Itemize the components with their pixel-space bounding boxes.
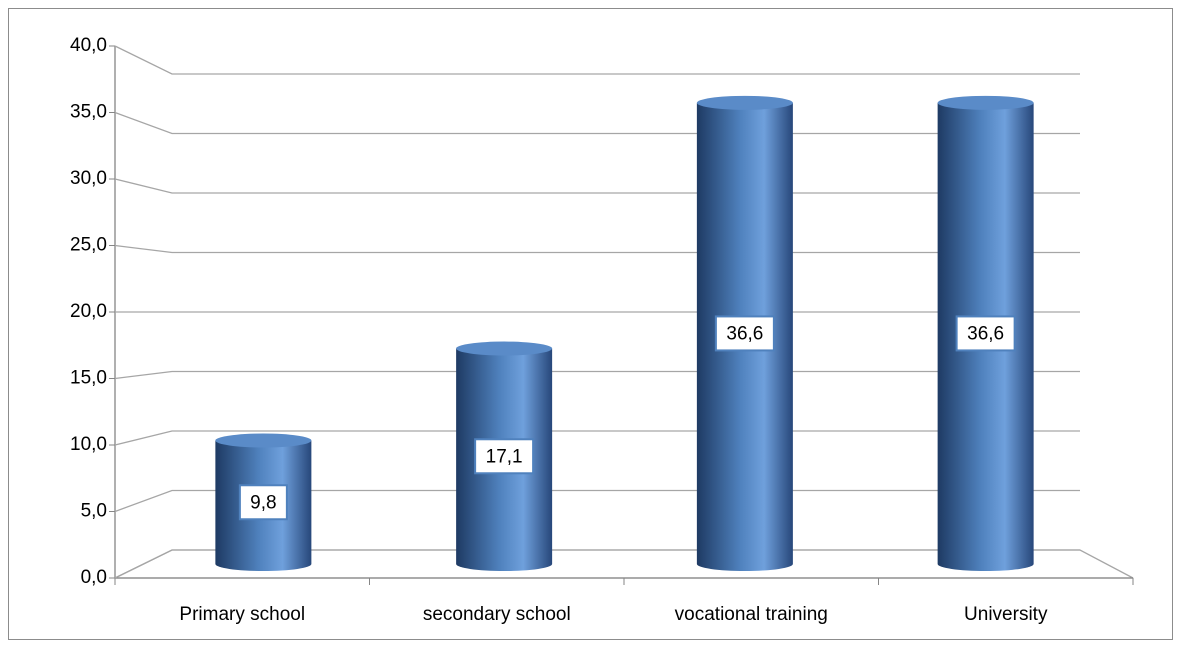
grid-line (114, 45, 1080, 75)
x-tick-label: University (964, 604, 1048, 625)
label-box (474, 438, 535, 475)
y-tick-label: 5,0 (81, 501, 107, 522)
y-tick-label: 15,0 (70, 368, 107, 389)
y-tick-label: 40,0 (70, 35, 107, 56)
y-tick-label: 10,0 (70, 434, 107, 455)
data-label: 36,6 (726, 323, 763, 344)
data-label: 36,6 (967, 323, 1004, 344)
bar-top (215, 433, 312, 448)
bar-top (456, 341, 553, 356)
label-box (955, 315, 1016, 352)
y-tick-label: 0,0 (81, 567, 107, 588)
x-tick-label: vocational training (675, 604, 828, 625)
bar-top (696, 95, 793, 110)
data-label: 9,8 (250, 492, 276, 513)
data-label: 17,1 (486, 446, 523, 467)
y-tick-label: 35,0 (70, 102, 107, 123)
y-tick-label: 30,0 (70, 168, 107, 189)
y-tick-label: 25,0 (70, 235, 107, 256)
x-tick-label: Primary school (179, 604, 305, 625)
bar-top (937, 95, 1034, 110)
x-tick-label: secondary school (423, 604, 571, 625)
y-tick-label: 20,0 (70, 301, 107, 322)
label-box (238, 484, 288, 521)
label-box (714, 315, 775, 352)
